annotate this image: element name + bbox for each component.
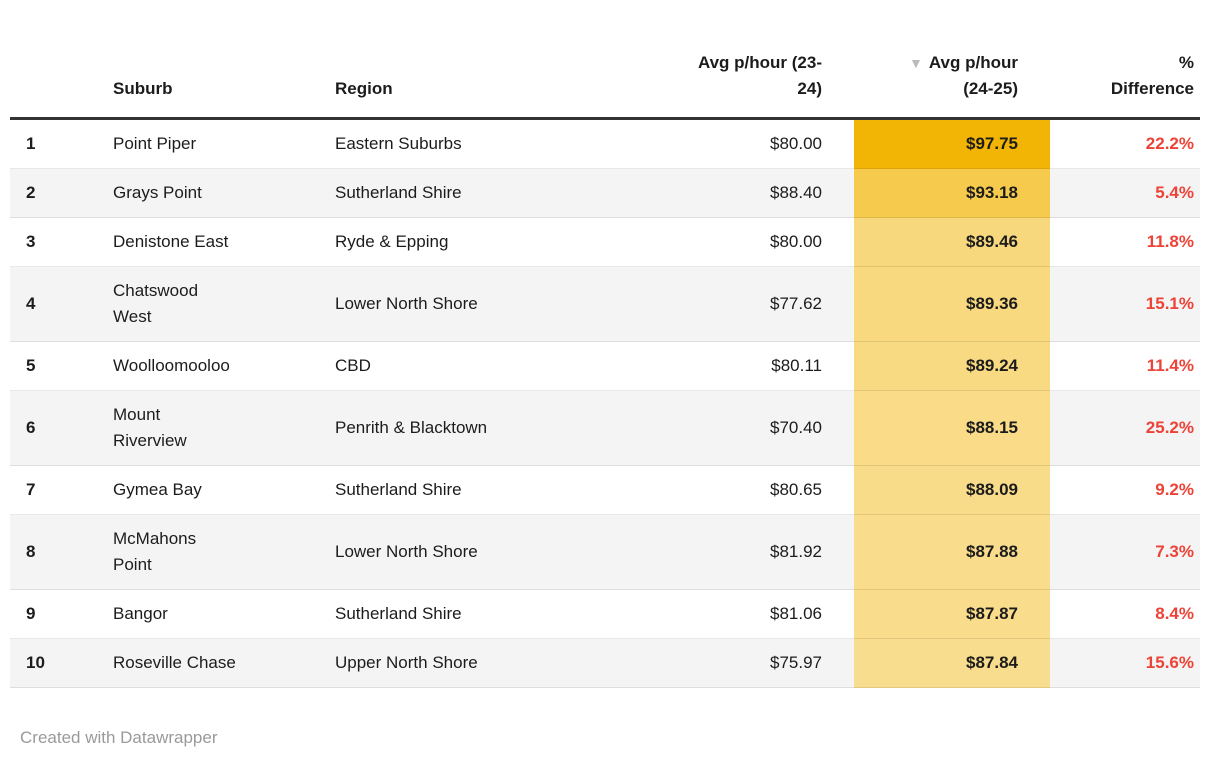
cell-suburb: Woolloomooloo: [113, 356, 230, 375]
table-row: 1 Point Piper Eastern Suburbs $80.00 $97.75 2…: [10, 118, 1200, 169]
cell-avg2425: $97.75: [854, 118, 1050, 169]
cell-avg2425: $88.15: [854, 390, 1050, 466]
cell-avg2425: $89.46: [854, 217, 1050, 267]
column-header-rank[interactable]: [10, 50, 103, 119]
cell-suburb: McMahons Point: [113, 529, 197, 574]
data-table: Suburb Region Avg p/hour (23-24) ▼ Avg p/ho…: [10, 50, 1200, 688]
cell-region: Lower North Shore: [335, 542, 478, 561]
cell-rank: 9: [26, 604, 36, 623]
cell-diff: 22.2%: [1145, 134, 1194, 153]
column-header-diff[interactable]: % Difference: [1050, 50, 1200, 119]
cell-region: CBD: [335, 356, 371, 375]
cell-rank: 4: [26, 294, 36, 313]
cell-region: Ryde & Epping: [335, 232, 449, 251]
column-header-avg2425[interactable]: ▼ Avg p/hour (24-25): [854, 50, 1050, 119]
column-header-suburb[interactable]: Suburb: [103, 50, 325, 119]
table-row: 6 Mount Riverview Penrith & Blacktown $70.4…: [10, 390, 1200, 466]
cell-rank: 7: [26, 480, 36, 499]
column-label: Suburb: [113, 79, 173, 98]
cell-diff: 5.4%: [1155, 183, 1194, 202]
cell-suburb: Roseville Chase: [113, 653, 236, 672]
column-label: ▼ Avg p/hour (24-25): [908, 53, 1018, 98]
cell-avg2324: $70.40: [770, 418, 822, 437]
cell-suburb: Point Piper: [113, 134, 197, 153]
sort-desc-icon: ▼: [908, 55, 925, 71]
cell-avg2324: $80.00: [770, 134, 822, 153]
cell-avg2324: $80.00: [770, 232, 822, 251]
cell-avg2324: $88.40: [770, 183, 822, 202]
table-row: 9 Bangor Sutherland Shire $81.06 $87.87 8.4%: [10, 589, 1200, 639]
cell-rank: 1: [26, 134, 36, 153]
cell-diff: 8.4%: [1155, 604, 1194, 623]
column-header-avg2324[interactable]: Avg p/hour (23-24): [605, 50, 854, 119]
cell-avg2324: $81.92: [770, 542, 822, 561]
cell-diff: 9.2%: [1155, 480, 1194, 499]
footer: Created with Datawrapper: [20, 728, 1200, 748]
cell-suburb: Denistone East: [113, 232, 229, 251]
cell-avg2324: $75.97: [770, 653, 822, 672]
table-body: 1 Point Piper Eastern Suburbs $80.00 $97.75 2…: [10, 118, 1200, 688]
table-chart: Suburb Region Avg p/hour (23-24) ▼ Avg p/ho…: [10, 50, 1200, 748]
cell-region: Sutherland Shire: [335, 183, 462, 202]
cell-diff: 11.8%: [1146, 232, 1194, 251]
cell-region: Sutherland Shire: [335, 604, 462, 623]
credit-text: Created with Datawrapper: [20, 728, 218, 747]
cell-avg2324: $81.06: [770, 604, 822, 623]
cell-avg2425: $87.87: [854, 589, 1050, 639]
cell-region: Sutherland Shire: [335, 480, 462, 499]
cell-suburb: Mount Riverview: [113, 405, 187, 450]
column-label: Region: [335, 79, 393, 98]
cell-avg2425: $89.24: [854, 341, 1050, 391]
cell-rank: 3: [26, 232, 36, 251]
cell-avg2425: $93.18: [854, 168, 1050, 218]
cell-rank: 10: [26, 653, 45, 672]
column-label: % Difference: [1110, 53, 1194, 98]
cell-diff: 7.3%: [1155, 542, 1194, 561]
cell-diff: 15.1%: [1145, 294, 1194, 313]
cell-rank: 2: [26, 183, 36, 202]
table-row: 7 Gymea Bay Sutherland Shire $80.65 $88.09 9.…: [10, 465, 1200, 515]
table-row: 4 Chatswood West Lower North Shore $77.62 $8…: [10, 266, 1200, 342]
cell-region: Penrith & Blacktown: [335, 418, 488, 437]
header-row: Suburb Region Avg p/hour (23-24) ▼ Avg p/ho…: [10, 50, 1200, 119]
cell-avg2324: $80.11: [771, 356, 822, 375]
table-header: Suburb Region Avg p/hour (23-24) ▼ Avg p/ho…: [10, 50, 1200, 119]
cell-region: Upper North Shore: [335, 653, 478, 672]
cell-avg2425: $88.09: [854, 465, 1050, 515]
table-row: 5 Woolloomooloo CBD $80.11 $89.24 11.4%: [10, 341, 1200, 391]
cell-diff: 25.2%: [1145, 418, 1194, 437]
cell-diff: 15.6%: [1145, 653, 1194, 672]
cell-rank: 8: [26, 542, 36, 561]
cell-avg2425: $87.88: [854, 514, 1050, 590]
table-row: 2 Grays Point Sutherland Shire $88.40 $93.18…: [10, 168, 1200, 218]
cell-suburb: Grays Point: [113, 183, 202, 202]
cell-rank: 5: [26, 356, 36, 375]
cell-suburb: Bangor: [113, 604, 168, 623]
cell-rank: 6: [26, 418, 36, 437]
table-row: 10 Roseville Chase Upper North Shore $75.97…: [10, 638, 1200, 688]
cell-avg2324: $80.65: [770, 480, 822, 499]
cell-region: Lower North Shore: [335, 294, 478, 313]
cell-diff: 11.4%: [1146, 356, 1194, 375]
cell-suburb: Gymea Bay: [113, 480, 202, 499]
table-row: 3 Denistone East Ryde & Epping $80.00 $89.46…: [10, 217, 1200, 267]
cell-avg2425: $89.36: [854, 266, 1050, 342]
column-label: Avg p/hour (23-24): [697, 53, 822, 98]
cell-suburb: Chatswood West: [113, 281, 199, 326]
column-header-region[interactable]: Region: [325, 50, 605, 119]
table-row: 8 McMahons Point Lower North Shore $81.92 $8…: [10, 514, 1200, 590]
cell-region: Eastern Suburbs: [335, 134, 462, 153]
cell-avg2324: $77.62: [770, 294, 822, 313]
cell-avg2425: $87.84: [854, 638, 1050, 688]
